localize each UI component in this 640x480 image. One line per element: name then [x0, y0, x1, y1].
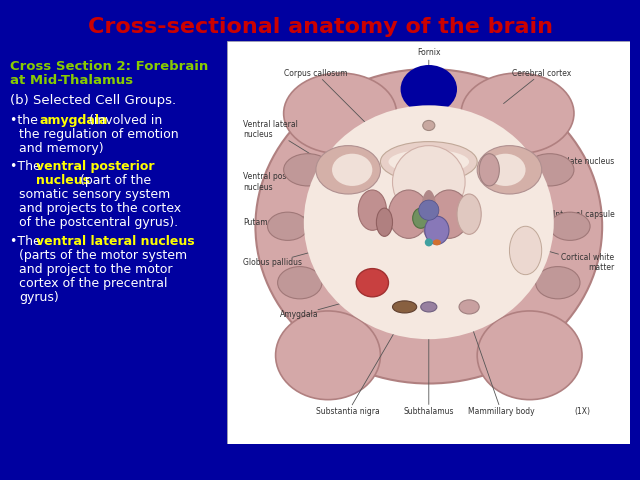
Ellipse shape: [392, 301, 417, 313]
Ellipse shape: [457, 194, 481, 234]
Text: cortex of the precentral: cortex of the precentral: [19, 277, 168, 290]
Ellipse shape: [536, 266, 580, 299]
Ellipse shape: [380, 142, 477, 182]
Ellipse shape: [388, 190, 429, 239]
Text: ventral posterior: ventral posterior: [36, 160, 155, 173]
Ellipse shape: [420, 190, 437, 239]
Ellipse shape: [425, 239, 433, 246]
Text: Subthalamus: Subthalamus: [404, 322, 454, 416]
Text: gyrus): gyrus): [19, 291, 59, 304]
Text: nucleus: nucleus: [36, 174, 90, 187]
Text: (b) Selected Cell Groups.: (b) Selected Cell Groups.: [10, 94, 176, 107]
Text: (parts of the motor system: (parts of the motor system: [19, 249, 188, 262]
Ellipse shape: [316, 145, 380, 194]
Ellipse shape: [284, 73, 397, 154]
Ellipse shape: [268, 212, 308, 240]
Ellipse shape: [278, 266, 322, 299]
Text: of the postcentral gyrus).: of the postcentral gyrus).: [19, 216, 179, 229]
Ellipse shape: [509, 226, 541, 275]
Ellipse shape: [284, 154, 332, 186]
Text: Cross Section 2: Forebrain: Cross Section 2: Forebrain: [10, 60, 208, 73]
Ellipse shape: [376, 208, 392, 236]
Text: Cortical white
matter: Cortical white matter: [548, 251, 614, 272]
Text: •The: •The: [10, 160, 44, 173]
Text: Cross-sectional anatomy of the brain: Cross-sectional anatomy of the brain: [88, 17, 552, 37]
Text: Ventral lateral
nucleus: Ventral lateral nucleus: [243, 120, 333, 168]
Ellipse shape: [255, 69, 602, 384]
Ellipse shape: [420, 302, 437, 312]
Text: Cerebral cortex: Cerebral cortex: [504, 69, 572, 104]
Ellipse shape: [425, 216, 449, 244]
Text: Internal capsule: Internal capsule: [488, 210, 614, 219]
Ellipse shape: [477, 145, 541, 194]
Ellipse shape: [485, 154, 525, 186]
Text: Globus pallidus: Globus pallidus: [243, 235, 374, 267]
Ellipse shape: [388, 150, 469, 174]
Ellipse shape: [525, 154, 574, 186]
Text: Ventral posterior
nucleus: Ventral posterior nucleus: [243, 172, 365, 202]
Text: •the: •the: [10, 114, 42, 127]
Ellipse shape: [304, 105, 554, 339]
Text: ventral lateral nucleus: ventral lateral nucleus: [36, 235, 195, 248]
Text: Corpus callosum: Corpus callosum: [284, 69, 387, 144]
Ellipse shape: [459, 300, 479, 314]
Text: somatic sensory system: somatic sensory system: [19, 188, 170, 201]
Text: (part of the: (part of the: [76, 174, 151, 187]
Ellipse shape: [423, 120, 435, 131]
Text: (1X): (1X): [574, 407, 590, 416]
Ellipse shape: [356, 269, 388, 297]
Ellipse shape: [479, 154, 499, 186]
Ellipse shape: [413, 208, 429, 228]
Text: •The: •The: [10, 235, 44, 248]
Text: Amygdala: Amygdala: [280, 296, 370, 320]
Ellipse shape: [550, 212, 590, 240]
Ellipse shape: [461, 73, 574, 154]
Ellipse shape: [332, 154, 372, 186]
Text: Caudate nucleus: Caudate nucleus: [504, 157, 614, 169]
Ellipse shape: [276, 311, 380, 400]
Text: Substantia nigra: Substantia nigra: [316, 317, 403, 416]
Ellipse shape: [429, 190, 469, 239]
Text: the regulation of emotion: the regulation of emotion: [19, 128, 179, 141]
Text: and memory): and memory): [19, 142, 104, 155]
Text: amygdala: amygdala: [39, 114, 108, 127]
Text: and projects to the cortex: and projects to the cortex: [19, 202, 181, 215]
Ellipse shape: [392, 145, 465, 218]
Text: Fornix: Fornix: [417, 48, 440, 115]
Ellipse shape: [477, 311, 582, 400]
Ellipse shape: [358, 190, 387, 230]
Text: and project to the motor: and project to the motor: [19, 263, 173, 276]
Text: Mammillary body: Mammillary body: [468, 322, 534, 416]
Ellipse shape: [401, 65, 457, 113]
Text: Putamen: Putamen: [243, 210, 358, 227]
Text: (involved in: (involved in: [85, 114, 163, 127]
Ellipse shape: [433, 240, 441, 245]
Text: at Mid-Thalamus: at Mid-Thalamus: [10, 74, 132, 87]
Ellipse shape: [419, 200, 439, 220]
